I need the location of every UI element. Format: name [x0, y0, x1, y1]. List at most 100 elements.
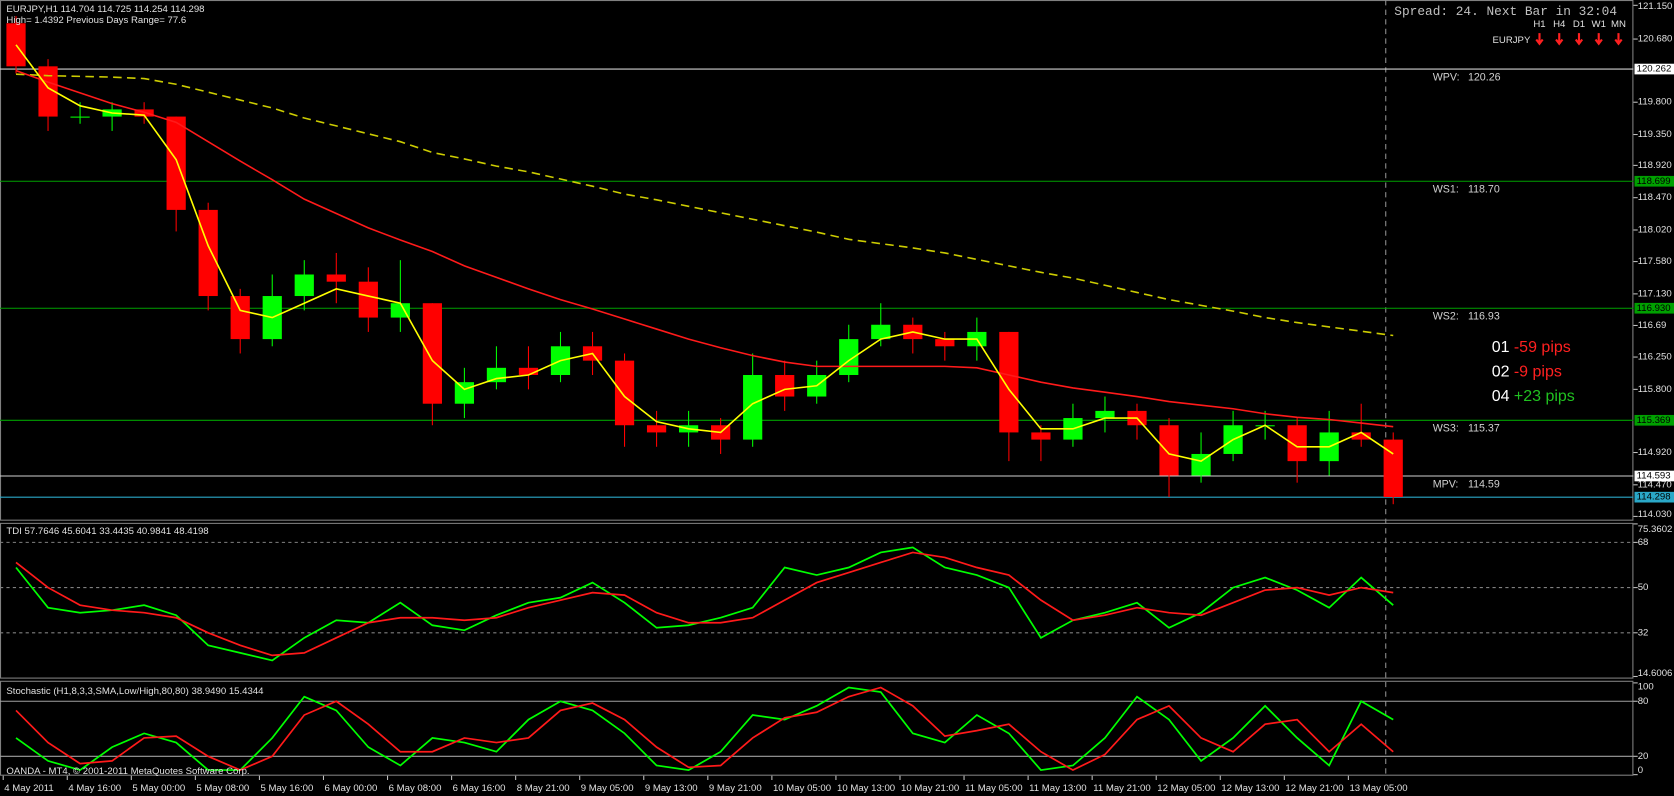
price-marker-label: 120.262 [1637, 64, 1672, 75]
timeframe-label: H4 [1553, 19, 1566, 30]
y-tick-label: 115.800 [1638, 384, 1672, 395]
price-marker-label: 114.593 [1637, 471, 1671, 482]
timeframe-label: W1 [1592, 19, 1606, 30]
y-tick-label: 68 [1638, 537, 1649, 548]
y-tick-label: 120.680 [1638, 34, 1673, 45]
pivot-value: 116.93 [1468, 311, 1500, 323]
stochastic-title: Stochastic (H1,8,3,3,SMA,Low/High,80,80)… [6, 686, 264, 697]
x-tick-label: 6 May 16:00 [453, 783, 506, 794]
price-marker-box [1634, 470, 1674, 482]
pair-label: EURJPY [1493, 35, 1531, 46]
pivot-value: 118.70 [1468, 184, 1500, 196]
signal-pips: -9 pips [1514, 364, 1562, 381]
trend-arrow [1614, 33, 1623, 46]
y-tick-label: 75.3602 [1638, 524, 1673, 535]
y-tick-label: 32 [1638, 627, 1649, 638]
candle-body [422, 303, 442, 404]
x-tick-label: 6 May 00:00 [325, 783, 378, 794]
x-tick-label: 5 May 16:00 [260, 783, 313, 794]
trend-arrow [1555, 33, 1564, 46]
tdi-title: TDI 57.7646 45.6041 33.4435 40.9841 48.4… [6, 526, 208, 537]
candle-body [326, 274, 346, 282]
y-tick-label: 14.6006 [1638, 668, 1673, 679]
y-tick-label: 114.920 [1638, 447, 1672, 458]
pivot-name: WS2: [1433, 311, 1459, 323]
footer: OANDA - MT4, © 2001-2011 MetaQuotes Soft… [6, 766, 249, 777]
y-tick-label: 119.800 [1638, 97, 1672, 108]
x-tick-label: 9 May 05:00 [581, 783, 634, 794]
y-tick-label: 117.130 [1638, 288, 1672, 299]
candle-body [70, 116, 90, 118]
signal-id: 01 [1492, 339, 1510, 356]
trend-arrow [1535, 33, 1544, 46]
symbol-line: EURJPY,H1 114.704 114.725 114.254 114.29… [6, 4, 204, 15]
x-tick-label: 12 May 05:00 [1157, 783, 1215, 794]
indicator-line [15, 686, 1394, 772]
price-marker-label: 116.930 [1637, 303, 1671, 314]
price-marker-box [1634, 175, 1674, 187]
indicator-line [15, 44, 1394, 462]
y-tick-label: 117.580 [1638, 256, 1672, 267]
candle-body [614, 360, 635, 426]
pivot-value: 120.26 [1468, 72, 1501, 84]
x-tick-label: 10 May 13:00 [837, 783, 895, 794]
y-tick-label: 50 [1638, 582, 1649, 593]
x-tick-label: 11 May 21:00 [1093, 783, 1150, 794]
x-tick-label: 9 May 13:00 [645, 783, 698, 794]
trend-arrow [1574, 33, 1584, 46]
main-panel [0, 0, 1634, 521]
price-marker-box [1634, 491, 1674, 503]
y-tick-label: 118.470 [1638, 192, 1672, 203]
stochastic-panel [0, 680, 1634, 776]
trend-arrow [1594, 33, 1603, 46]
candle-body [390, 303, 410, 318]
candle-body [166, 116, 186, 210]
y-tick-label: 0 [1638, 765, 1643, 776]
x-tick-label: 8 May 21:00 [517, 783, 570, 794]
price-marker-label: 114.298 [1637, 492, 1671, 503]
x-tick-label: 13 May 05:00 [1349, 783, 1407, 794]
y-tick-label: 118.920 [1638, 160, 1672, 171]
candle-body [358, 281, 378, 318]
tdi-panel [0, 522, 1634, 679]
pivot-name: WS1: [1433, 184, 1459, 196]
spread-text: Spread: 24. Next Bar in 32:04 [1394, 4, 1617, 19]
pivot-value: 115.37 [1468, 423, 1500, 435]
candle-body [1383, 439, 1403, 498]
x-tick-label: 11 May 13:00 [1029, 783, 1086, 794]
candle-body [38, 66, 58, 117]
info-line: High= 1.4392 Previous Days Range= 77.6 [6, 15, 186, 26]
y-tick-label: 114.470 [1638, 479, 1672, 490]
x-tick-label: 6 May 08:00 [389, 783, 442, 794]
candle-body [230, 296, 250, 340]
y-tick-label: 100 [1638, 682, 1654, 693]
x-tick-label: 9 May 21:00 [709, 783, 762, 794]
signal-id: 04 [1492, 388, 1510, 405]
pivot-name: MPV: [1433, 479, 1459, 491]
y-tick-label: 114.030 [1638, 509, 1672, 520]
candle-body [1287, 425, 1307, 462]
signal-id: 02 [1492, 364, 1510, 381]
pivot-value: 114.59 [1468, 479, 1500, 491]
candle-body [775, 374, 795, 397]
candle-body [1351, 432, 1371, 440]
indicator-line [15, 546, 1394, 662]
x-tick-label: 4 May 16:00 [68, 783, 121, 794]
price-marker-label: 118.699 [1637, 176, 1671, 187]
signal-pips: -59 pips [1514, 339, 1571, 356]
candle-body [871, 324, 891, 340]
x-tick-label: 11 May 05:00 [965, 783, 1022, 794]
price-marker-box [1634, 63, 1674, 75]
pivot-name: WS3: [1433, 423, 1459, 435]
candle-body [454, 382, 475, 404]
indicator-line [15, 551, 1394, 657]
candle-body [646, 425, 667, 433]
candle-body [1031, 432, 1051, 440]
indicator-line [15, 686, 1394, 772]
y-tick-label: 119.350 [1638, 129, 1672, 140]
candle-body [198, 209, 218, 297]
timeframe-label: MN [1611, 19, 1626, 30]
